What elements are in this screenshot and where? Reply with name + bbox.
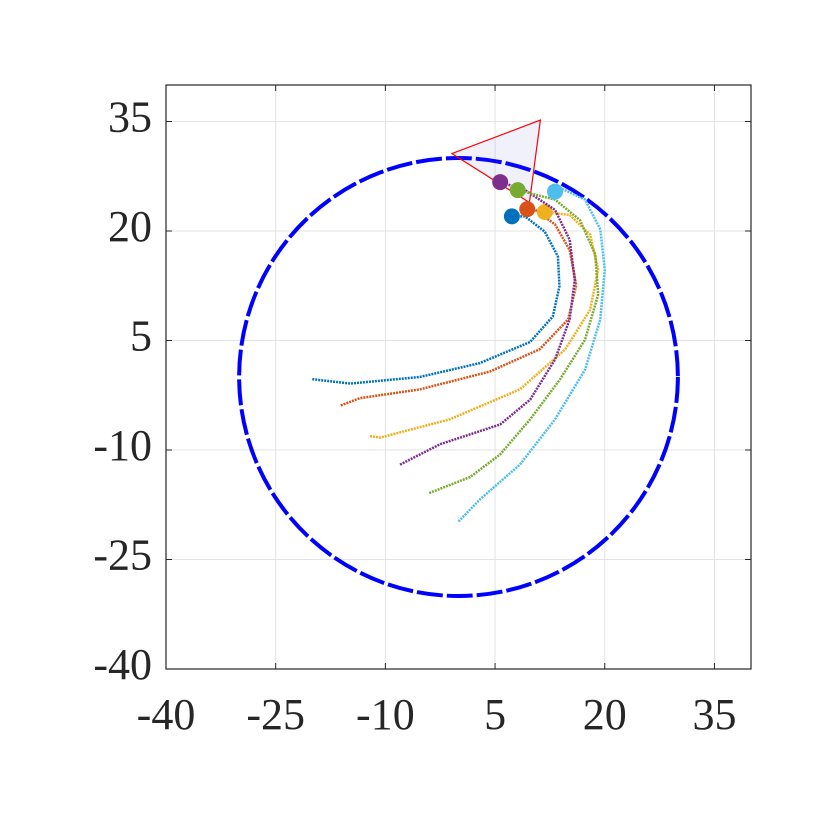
- trajectory: [428, 188, 600, 495]
- trajectory: [399, 180, 577, 466]
- trajectory: [369, 210, 600, 439]
- sensor-region: [450, 119, 542, 204]
- x-tick-label: -25: [246, 690, 305, 739]
- x-tick-label: 20: [583, 690, 627, 739]
- agent-position: [519, 201, 536, 218]
- x-tick-label: 35: [692, 690, 736, 739]
- y-tick-label: -40: [93, 640, 152, 689]
- agent-position: [492, 174, 509, 191]
- agent-position: [547, 183, 564, 200]
- trajectory: [312, 215, 561, 385]
- boundary-circle: [237, 156, 680, 598]
- x-tick-label: -40: [137, 690, 196, 739]
- y-tick-label: -10: [93, 421, 152, 470]
- trajectory: [457, 186, 607, 523]
- agent-position: [536, 204, 553, 221]
- plot-frame: [165, 84, 752, 670]
- x-tick-label: 5: [484, 690, 506, 739]
- trajectory: [340, 207, 578, 407]
- agent-position: [509, 182, 526, 199]
- y-tick-label: 5: [130, 312, 152, 361]
- y-tick-label: -25: [93, 531, 152, 580]
- y-tick-label: 35: [108, 93, 152, 142]
- y-tick-label: 20: [108, 202, 152, 251]
- x-tick-label: -10: [356, 690, 415, 739]
- agent-position: [503, 208, 520, 225]
